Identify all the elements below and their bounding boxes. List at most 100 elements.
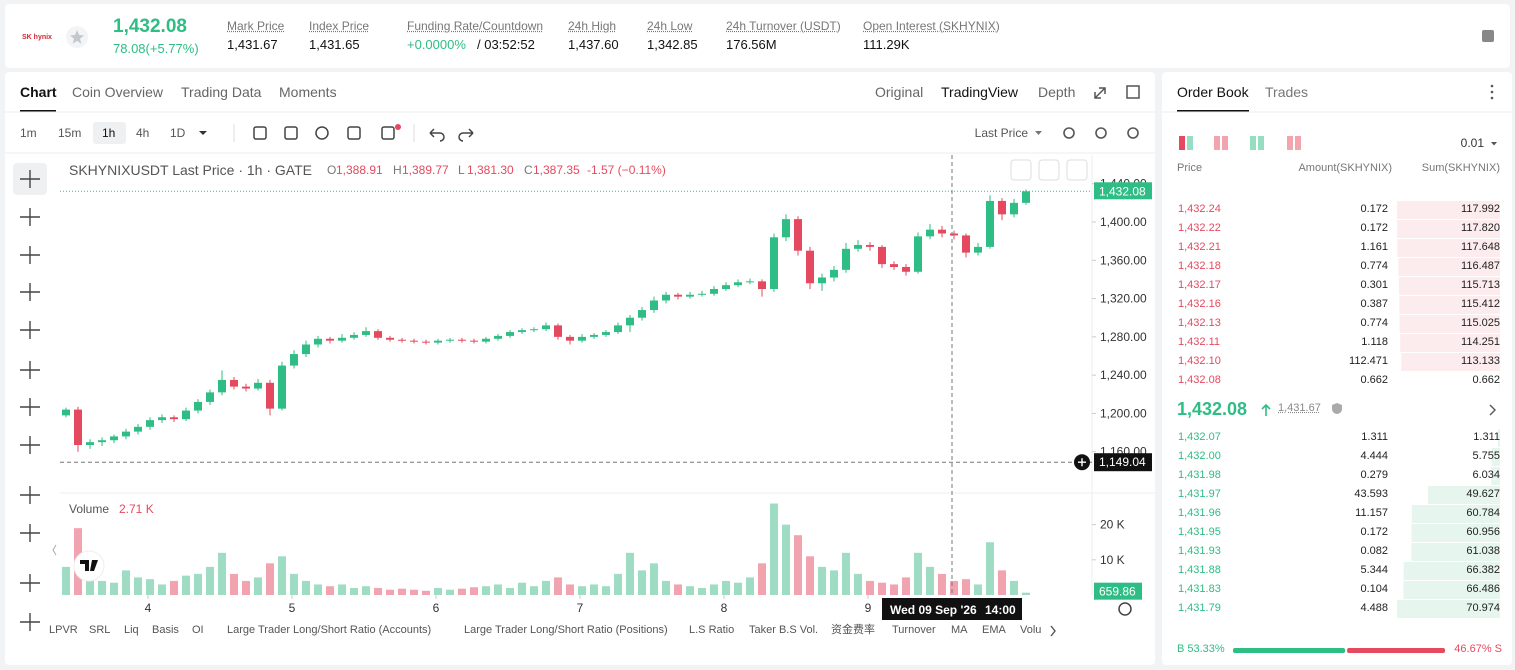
expand-icon[interactable]	[1094, 87, 1106, 99]
toolbar-icon[interactable]	[347, 126, 361, 140]
volume-bar	[230, 573, 238, 595]
order-sum: 0.662	[1472, 374, 1500, 387]
indicator-tab[interactable]: OI	[192, 624, 204, 637]
depth-bar	[1399, 315, 1500, 333]
legend-value: 1,389.77	[402, 162, 449, 177]
chart-tab[interactable]: Moments	[279, 83, 337, 100]
drawing-tool[interactable]	[20, 486, 40, 504]
price-source[interactable]: Last Price	[974, 125, 1028, 140]
indicator-tab[interactable]: Basis	[152, 624, 179, 637]
redo-icon[interactable]	[458, 128, 474, 142]
order-amount: 112.471	[1349, 355, 1388, 368]
chevron[interactable]	[1489, 404, 1496, 416]
view-tab[interactable]: TradingView	[941, 83, 1019, 100]
depth-mode[interactable]	[1179, 136, 1185, 150]
candle-body	[614, 325, 622, 333]
order-price: 1,432.22	[1178, 222, 1221, 235]
depth-mode[interactable]	[1287, 136, 1293, 150]
indicator-next[interactable]	[1050, 625, 1056, 637]
candle-body	[998, 200, 1006, 215]
interval-button[interactable]: 4h	[136, 125, 150, 140]
indicator-tab[interactable]: Taker B.S Vol.	[749, 624, 819, 637]
stat-value: 1,437.60	[568, 37, 619, 53]
toolbar-icon[interactable]	[1095, 127, 1107, 139]
order-amount: 0.662	[1360, 374, 1388, 387]
window-icon[interactable]	[1126, 85, 1140, 99]
undo-icon[interactable]	[429, 128, 445, 142]
drawing-tool[interactable]	[20, 436, 40, 454]
interval-button[interactable]: 1m	[20, 125, 37, 140]
chart-tab[interactable]: Trading Data	[181, 83, 262, 100]
drawing-tool[interactable]	[20, 170, 40, 188]
order-amount: 0.104	[1360, 583, 1388, 596]
indicator-tab[interactable]: 资金费率	[831, 624, 875, 637]
crosshair-time: 14:00	[985, 603, 1016, 617]
indicator-tab[interactable]: MA	[951, 624, 968, 637]
volume-bar	[926, 566, 934, 595]
toolbar-icon[interactable]	[284, 126, 298, 140]
drawing-tool[interactable]	[20, 361, 40, 379]
indicator-tab[interactable]: Large Trader Long/Short Ratio (Positions…	[464, 624, 668, 637]
view-tab[interactable]: Original	[875, 83, 924, 100]
toolbar-icon[interactable]	[1127, 127, 1139, 139]
chart-control[interactable]	[1010, 159, 1032, 181]
depth-mode[interactable]	[1258, 136, 1264, 150]
interval-caret[interactable]	[199, 131, 207, 135]
interval-button[interactable]: 1D	[170, 125, 186, 140]
indicator-tab[interactable]: Liq	[124, 624, 139, 637]
toolbar-icon[interactable]	[253, 126, 267, 140]
order-price: 1,432.08	[1178, 374, 1221, 387]
collapse-arrow[interactable]	[52, 544, 57, 556]
volume-bar	[194, 573, 202, 595]
depth-bar	[1491, 448, 1500, 466]
drawing-tool[interactable]	[20, 208, 40, 226]
drawing-tool[interactable]	[20, 613, 40, 631]
order-sum: 115.025	[1461, 317, 1500, 330]
indicator-tab[interactable]: SRL	[89, 624, 111, 637]
chart-tab[interactable]: Chart	[20, 83, 57, 100]
depth-mode[interactable]	[1222, 136, 1228, 150]
indicator-tab[interactable]: Volu	[1020, 624, 1042, 637]
drawing-tool[interactable]	[20, 524, 40, 542]
chart-control[interactable]	[1038, 159, 1060, 181]
toolbar-icon[interactable]	[315, 126, 329, 140]
volume-bar	[662, 580, 670, 595]
interval-button[interactable]: 15m	[58, 125, 82, 140]
drawing-tool[interactable]	[20, 321, 40, 339]
depth-mode[interactable]	[1250, 136, 1256, 150]
order-book-tab[interactable]: Order Book	[1177, 83, 1249, 100]
depth-mode[interactable]	[1214, 136, 1220, 150]
drawing-tool[interactable]	[20, 283, 40, 301]
indicator-tab[interactable]: Large Trader Long/Short Ratio (Accounts)	[227, 624, 432, 637]
indicator-tab[interactable]: Turnover	[892, 624, 936, 637]
candle-body	[890, 264, 898, 267]
drawing-tool[interactable]	[20, 574, 40, 592]
depth-bar	[1411, 543, 1500, 561]
volume-bar	[242, 580, 250, 595]
order-sum: 115.412	[1461, 298, 1500, 311]
order-amount: 0.387	[1360, 298, 1388, 311]
x-tick-label: 4	[145, 601, 152, 615]
axis-settings[interactable]	[1118, 602, 1132, 616]
volume-bar	[806, 556, 814, 595]
drawing-tool[interactable]	[20, 398, 40, 416]
toolbar-icon[interactable]	[381, 126, 395, 140]
order-amount: 0.279	[1360, 469, 1388, 482]
stat-label: 24h Turnover (USDT)	[726, 18, 841, 33]
drawing-tool[interactable]	[20, 246, 40, 264]
indicator-tab[interactable]: EMA	[982, 624, 1006, 637]
indicator-tab[interactable]: L.S Ratio	[689, 624, 735, 637]
toolbar-icon[interactable]	[1063, 127, 1075, 139]
depth-mode[interactable]	[1187, 136, 1193, 150]
sell-ratio-bar	[1347, 648, 1445, 653]
indicator-tab[interactable]: LPVR	[49, 624, 78, 637]
trades-tab[interactable]: Trades	[1265, 83, 1309, 100]
view-tab[interactable]: Depth	[1038, 83, 1076, 100]
header-icon[interactable]	[1482, 30, 1494, 42]
chart-control[interactable]	[1066, 159, 1088, 181]
chart-tab[interactable]: Coin Overview	[72, 83, 164, 100]
depth-mode[interactable]	[1295, 136, 1301, 150]
tick-size[interactable]: 0.01	[1460, 135, 1484, 150]
candle-body	[98, 440, 106, 443]
interval-button[interactable]: 1h	[102, 125, 116, 140]
